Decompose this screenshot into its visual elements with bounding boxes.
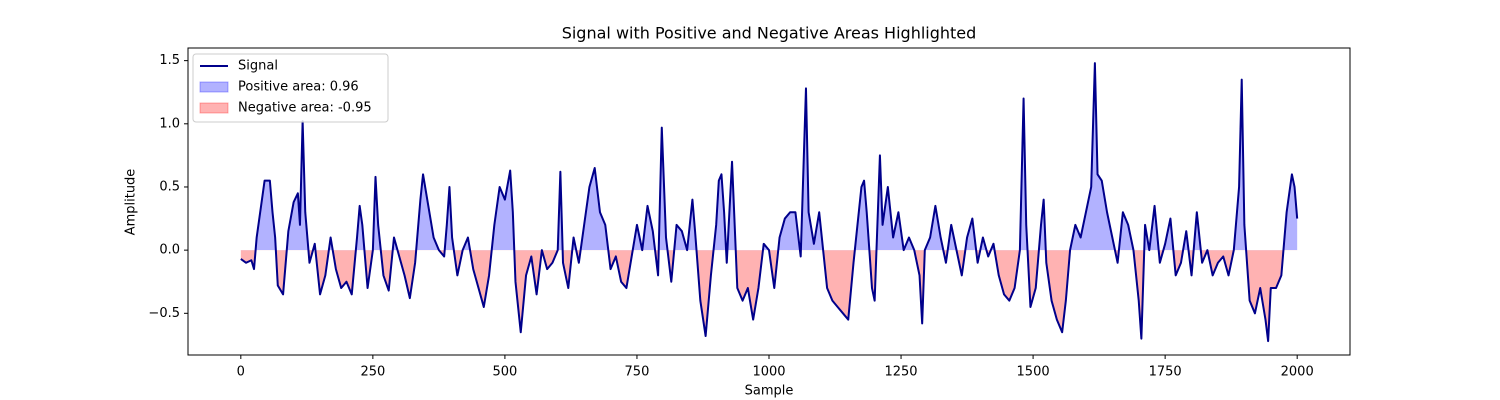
x-tick-label: 2000 [1281,365,1314,380]
legend: Signal Positive area: 0.96 Negative area: … [192,53,389,123]
legend-swatch [199,102,229,114]
y-axis-label: Amplitude [124,169,139,236]
x-tick-label: 0 [237,365,245,380]
x-tick-label: 1000 [752,365,785,380]
legend-label: Positive area: 0.96 [238,80,359,95]
positive-area [255,63,1298,251]
x-tick-label: 250 [360,365,385,380]
negative-area [240,250,1298,342]
legend-swatch [199,81,229,93]
x-tick-label: 750 [625,365,650,380]
legend-label: Signal [238,59,278,74]
signal-line [240,62,1299,343]
y-tick-label: 1.0 [159,116,180,131]
x-tick-label: 1750 [1149,365,1182,380]
y-tick-label: 1.5 [159,53,180,68]
chart-title: Signal with Positive and Negative Areas … [562,24,977,43]
legend-label: Negative area: -0.95 [238,101,372,116]
x-tick-label: 1500 [1017,365,1050,380]
x-tick-label: 500 [492,365,517,380]
x-axis-label: Sample [745,384,794,399]
x-tick-label: 1250 [884,365,917,380]
y-tick-label: −0.5 [148,306,180,321]
y-tick-label: 0.0 [159,243,180,258]
legend-box [192,53,389,123]
y-tick-label: 0.5 [159,179,180,194]
